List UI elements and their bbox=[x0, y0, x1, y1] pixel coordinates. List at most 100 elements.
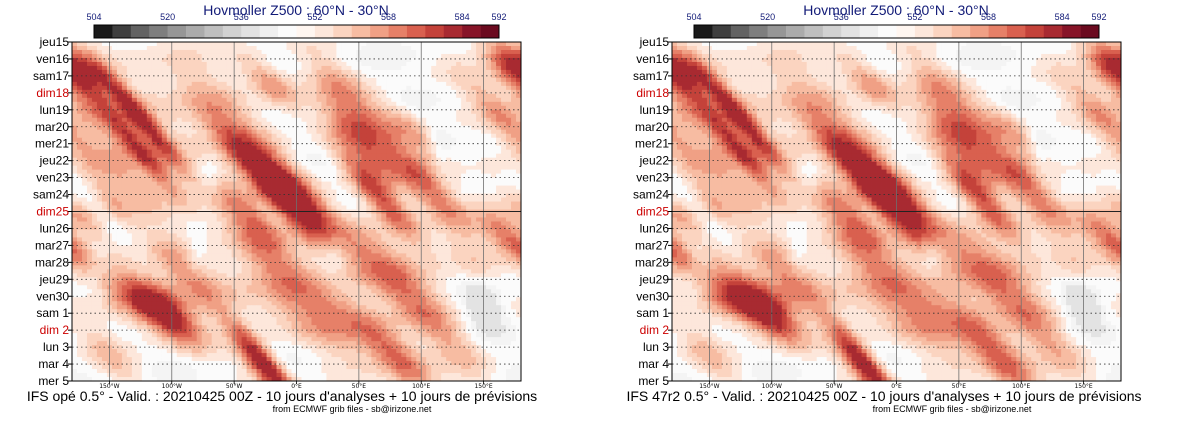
heatmap-cell bbox=[306, 213, 312, 218]
heatmap-cell bbox=[461, 169, 467, 175]
heatmap-cell bbox=[406, 121, 412, 127]
heatmap-cell bbox=[301, 65, 307, 71]
heatmap-cell bbox=[226, 129, 233, 135]
heatmap-cell bbox=[336, 213, 342, 218]
heatmap-cell bbox=[416, 81, 422, 87]
heatmap-cell bbox=[156, 185, 163, 190]
heatmap-cell bbox=[276, 125, 282, 131]
heatmap-cell bbox=[466, 181, 472, 186]
heatmap-cell bbox=[72, 145, 78, 151]
heatmap-cell bbox=[366, 45, 372, 51]
heatmap-cell bbox=[366, 257, 372, 262]
heatmap-cell bbox=[386, 125, 392, 131]
heatmap-cell bbox=[381, 201, 387, 206]
heatmap-cell bbox=[401, 249, 407, 254]
heatmap-cell bbox=[491, 73, 497, 79]
heatmap-cell bbox=[371, 45, 377, 51]
heatmap-cell bbox=[431, 197, 437, 202]
heatmap-cell bbox=[341, 97, 347, 103]
heatmap-cell bbox=[141, 137, 148, 143]
heatmap-cell bbox=[431, 57, 437, 63]
heatmap-cell bbox=[261, 129, 267, 135]
heatmap-cell bbox=[266, 217, 272, 222]
heatmap-cell bbox=[496, 121, 502, 127]
heatmap-cell bbox=[336, 49, 342, 55]
heatmap-cell bbox=[461, 42, 467, 47]
heatmap-cell bbox=[311, 249, 317, 254]
heatmap-cell bbox=[111, 85, 118, 91]
heatmap-cell bbox=[221, 93, 228, 99]
heatmap-cell bbox=[191, 249, 198, 254]
heatmap-cell bbox=[456, 229, 462, 234]
heatmap-cell bbox=[91, 173, 98, 178]
heatmap-cell bbox=[116, 93, 123, 99]
heatmap-cell bbox=[361, 121, 367, 127]
heatmap-cell bbox=[446, 225, 452, 230]
heatmap-cell bbox=[151, 61, 158, 67]
colorbar-swatch bbox=[388, 25, 408, 38]
heatmap-cell bbox=[136, 101, 143, 107]
heatmap-cell bbox=[291, 173, 297, 178]
heatmap-cell bbox=[296, 137, 302, 143]
heatmap-cell bbox=[301, 229, 307, 234]
heatmap-cell bbox=[156, 113, 163, 119]
heatmap-cell bbox=[416, 53, 422, 59]
heatmap-cell bbox=[276, 45, 282, 51]
heatmap-cell bbox=[146, 65, 153, 71]
heatmap-cell bbox=[421, 165, 427, 171]
heatmap-cell bbox=[391, 241, 397, 246]
heatmap-cell bbox=[301, 61, 307, 67]
heatmap-cell bbox=[436, 141, 442, 147]
heatmap-cell bbox=[271, 225, 277, 230]
heatmap-cell bbox=[446, 157, 452, 163]
heatmap-cell bbox=[241, 53, 248, 59]
heatmap-cell bbox=[496, 253, 502, 258]
heatmap-cell bbox=[91, 193, 98, 198]
heatmap-cell bbox=[371, 101, 377, 107]
heatmap-cell bbox=[426, 257, 432, 262]
heatmap-cell bbox=[291, 65, 297, 71]
heatmap-cell bbox=[76, 61, 83, 67]
heatmap-cell bbox=[146, 93, 153, 99]
heatmap-cell bbox=[281, 105, 287, 111]
heatmap-cell bbox=[346, 193, 352, 198]
heatmap-cell bbox=[126, 141, 133, 147]
heatmap-cell bbox=[216, 101, 223, 107]
heatmap-cell bbox=[86, 113, 93, 119]
heatmap-cell bbox=[126, 49, 133, 55]
heatmap-cell bbox=[461, 173, 467, 178]
heatmap-cell bbox=[441, 101, 447, 107]
heatmap-cell bbox=[486, 157, 492, 163]
heatmap-cell bbox=[341, 89, 347, 95]
heatmap-cell bbox=[421, 237, 427, 242]
heatmap-cell bbox=[346, 101, 352, 107]
heatmap-cell bbox=[471, 133, 477, 139]
heatmap-cell bbox=[281, 173, 287, 178]
heatmap-cell bbox=[91, 105, 98, 111]
heatmap-cell bbox=[506, 165, 512, 171]
heatmap-cell bbox=[461, 113, 467, 119]
heatmap-cell bbox=[321, 77, 327, 83]
heatmap-cell bbox=[446, 93, 452, 99]
heatmap-cell bbox=[296, 105, 302, 111]
heatmap-cell bbox=[431, 201, 437, 206]
heatmap-cell bbox=[186, 173, 193, 178]
heatmap-cell bbox=[251, 245, 257, 250]
heatmap-cell bbox=[471, 137, 477, 143]
heatmap-cell bbox=[376, 249, 382, 254]
heatmap-cell bbox=[361, 49, 367, 55]
heatmap-cell bbox=[391, 189, 397, 194]
heatmap-cell bbox=[181, 177, 188, 182]
heatmap-cell bbox=[441, 193, 447, 198]
heatmap-cell bbox=[246, 241, 252, 246]
heatmap-cell bbox=[246, 253, 252, 258]
heatmap-cell bbox=[446, 205, 452, 210]
heatmap-cell bbox=[201, 237, 208, 242]
heatmap-cell bbox=[206, 85, 213, 91]
heatmap-cell bbox=[461, 77, 467, 83]
heatmap-cell bbox=[81, 233, 88, 238]
heatmap-cell bbox=[236, 177, 243, 182]
heatmap-cell bbox=[131, 77, 138, 83]
heatmap-cell bbox=[146, 57, 153, 63]
heatmap-cell bbox=[496, 157, 502, 163]
